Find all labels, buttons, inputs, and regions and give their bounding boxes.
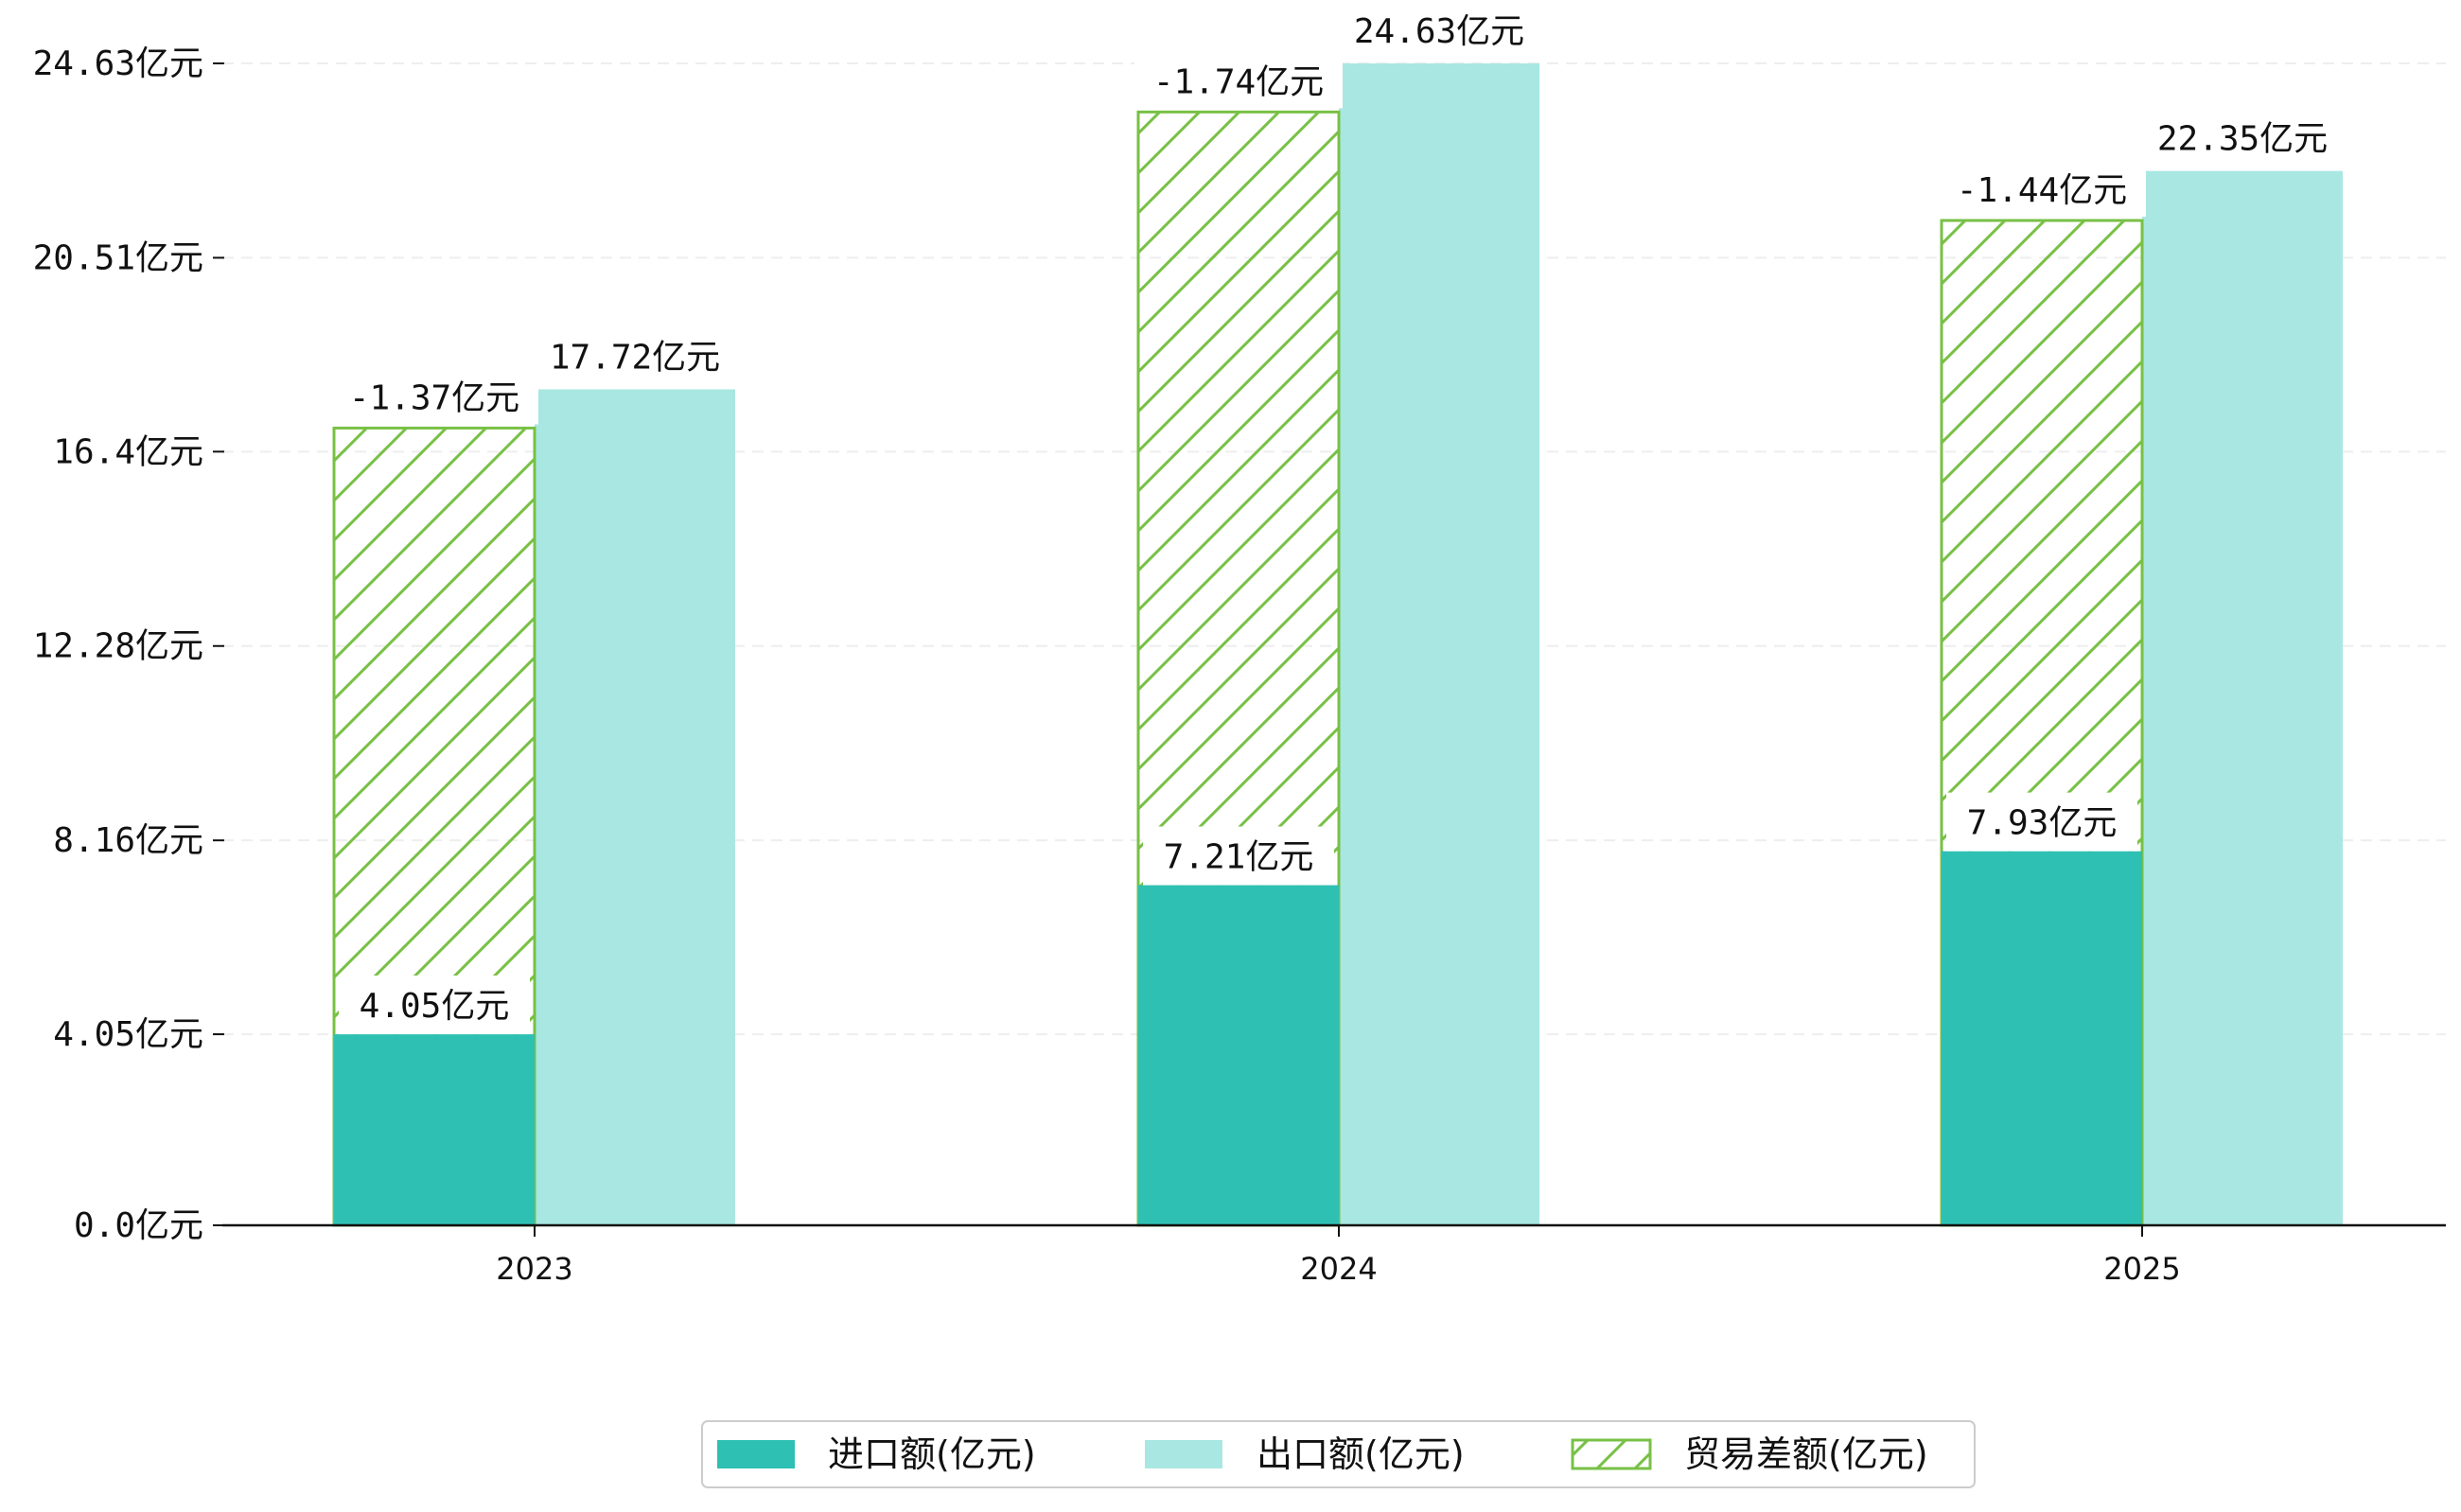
legend-box: [701, 1420, 1976, 1488]
export-bar: [535, 389, 735, 1225]
legend-label: 贸易差额(亿元): [1684, 1433, 1928, 1475]
legend: 进口额(亿元) 出口额(亿元) 贸易差额(亿元): [701, 1420, 1976, 1488]
import-label-box: [1946, 792, 2137, 852]
legend-swatch-export: [1145, 1440, 1222, 1468]
export-bar: [1339, 63, 1539, 1225]
export-value-label: 22.35亿元: [2157, 120, 2328, 159]
x-tick-label: 2024: [1300, 1251, 1377, 1287]
y-tick-label: 12.28亿元: [33, 627, 203, 666]
y-tick-label: 0.0亿元: [74, 1206, 203, 1245]
legend-label: 进口额(亿元): [828, 1433, 1036, 1475]
import-bar: [1942, 851, 2142, 1225]
y-tick-label: 4.05亿元: [53, 1015, 203, 1054]
x-tick-label: 2025: [2103, 1251, 2180, 1287]
balance-value-label: -1.74亿元: [1153, 62, 1324, 101]
axes: 0.0亿元 4.05亿元 8.16亿元 12.28亿元 16.4亿元 20.51亿元 24.…: [33, 44, 2446, 1287]
import-value-label: 7.21亿元: [1164, 838, 1314, 877]
import-value-label: 7.93亿元: [1967, 804, 2118, 843]
bars: [332, 63, 2343, 1227]
import-bar: [1138, 885, 1339, 1225]
balance-value-label: -1.44亿元: [1957, 171, 2127, 210]
y-tick-label: 16.4亿元: [53, 432, 203, 471]
y-tick-label: 20.51亿元: [33, 238, 203, 277]
import-bar: [334, 1034, 535, 1225]
export-bar: [2142, 170, 2343, 1225]
export-value-label: 24.63亿元: [1354, 12, 1524, 51]
legend-label: 出口额(亿元): [1257, 1433, 1465, 1475]
import-value-label: 4.05亿元: [360, 987, 510, 1026]
y-tick-label: 24.63亿元: [33, 44, 203, 83]
import-label-box: [1143, 826, 1334, 886]
export-value-label: 17.72亿元: [550, 339, 720, 378]
y-tick-label: 8.16亿元: [53, 821, 203, 860]
x-tick-label: 2023: [496, 1251, 572, 1287]
balance-label-box: [1134, 53, 1343, 109]
legend-swatch-trade-balance: [1571, 1438, 1652, 1470]
legend-swatch-import: [717, 1440, 795, 1468]
value-labels: 4.05亿元 -1.37亿元 17.72亿元 7.21亿元 -1.74亿元 24.63亿元…: [330, 12, 2328, 1035]
import-label-box: [339, 976, 530, 1035]
balance-value-label: -1.37亿元: [349, 378, 519, 417]
balance-label-box: [330, 369, 538, 425]
balance-label-box: [1938, 162, 2146, 218]
